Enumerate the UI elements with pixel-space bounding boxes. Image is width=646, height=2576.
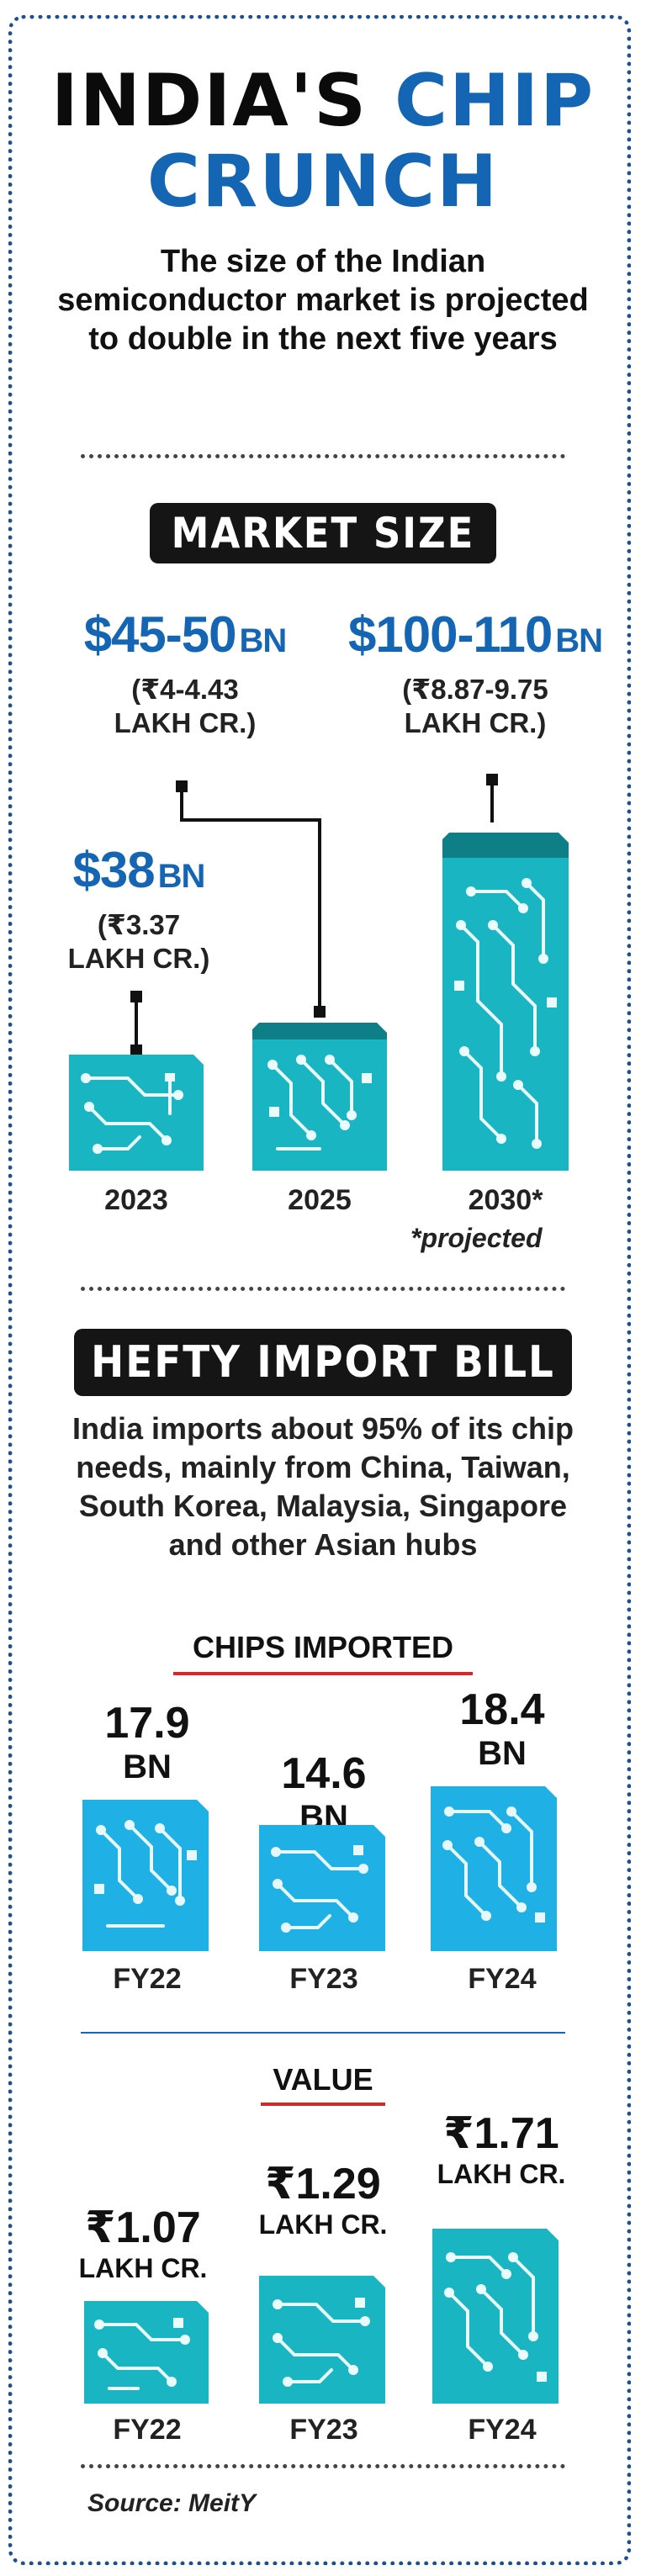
dotted-border-frame bbox=[8, 15, 631, 2565]
connector-node-2025 bbox=[176, 780, 188, 792]
value-unit: LAKH CR. bbox=[78, 2253, 208, 2283]
title-word-chip: CHIP bbox=[394, 59, 596, 143]
import-description: India imports about 95% of its chip need… bbox=[71, 1411, 575, 1562]
value-unit: BN bbox=[555, 622, 603, 659]
rupee-line-1: (₹8.87-9.75 bbox=[402, 674, 548, 705]
value-chip-icon-fy24 bbox=[432, 2229, 559, 2404]
chips-fy23-label: FY23 bbox=[289, 1963, 358, 1995]
subtitle: The size of the Indian semiconductor mar… bbox=[57, 244, 589, 357]
value-fy23: ₹1.29 LAKH CR. bbox=[237, 2160, 409, 2240]
import-bill-heading: HEFTY IMPORT BILL bbox=[74, 1329, 572, 1396]
chips-value-fy24: 18.4 BN bbox=[431, 1685, 574, 1773]
chip-icon-fy23 bbox=[259, 1825, 385, 1951]
value-number: ₹1.71 bbox=[443, 2109, 559, 2158]
title-word-crunch: CRUNCH bbox=[146, 140, 500, 224]
value-unit: BN bbox=[239, 622, 288, 659]
chips-imported-heading: CHIPS IMPORTED bbox=[192, 1630, 454, 1664]
value-fy24-label: FY24 bbox=[468, 2414, 537, 2446]
value-fy22: ₹1.07 LAKH CR. bbox=[59, 2203, 227, 2284]
market-size-heading: MARKET SIZE bbox=[150, 503, 496, 563]
chips-imported-underline bbox=[173, 1672, 473, 1675]
chips-number: 18.4 bbox=[459, 1685, 545, 1734]
section-separator-line bbox=[81, 2032, 565, 2034]
value-fy23-label: FY23 bbox=[289, 2414, 358, 2446]
chips-fy22-label: FY22 bbox=[113, 1963, 182, 1995]
connector-end-2023 bbox=[130, 1045, 142, 1056]
divider-2 bbox=[81, 1287, 565, 1291]
year-2023: 2023 bbox=[104, 1184, 168, 1216]
chips-fy24-label: FY24 bbox=[468, 1963, 537, 1995]
value-chip-icon-fy22 bbox=[84, 2301, 209, 2404]
chip-icon-2023 bbox=[69, 1055, 204, 1171]
value-fy22-label: FY22 bbox=[113, 2414, 182, 2446]
source-credit: Source: MeitY bbox=[87, 2489, 257, 2517]
market-rupee-2030: (₹8.87-9.75 LAKH CR.) bbox=[336, 673, 614, 740]
chips-value-fy22: 17.9 BN bbox=[76, 1699, 219, 1786]
rupee-line-2: LAKH CR.) bbox=[114, 707, 257, 738]
title-line-1: INDIA'S CHIP bbox=[0, 61, 646, 141]
value-unit: LAKH CR. bbox=[258, 2209, 388, 2240]
chip-icon-2030 bbox=[442, 833, 569, 1171]
projected-footnote: *projected bbox=[410, 1223, 543, 1253]
market-rupee-2023: (₹3.37 LAKH CR.) bbox=[42, 908, 236, 976]
title-word-indias: INDIA'S bbox=[50, 59, 368, 143]
chips-number: 17.9 bbox=[104, 1699, 190, 1748]
value-unit: LAKH CR. bbox=[437, 2159, 566, 2189]
year-2030: 2030* bbox=[468, 1184, 543, 1216]
chip-icon-fy24 bbox=[431, 1786, 557, 1951]
divider-3 bbox=[81, 2464, 565, 2468]
chips-number: 14.6 bbox=[281, 1749, 367, 1798]
value-number: $45-50 bbox=[83, 606, 237, 663]
market-value-2030: $100-110 BN bbox=[336, 606, 614, 664]
divider-1 bbox=[81, 454, 565, 458]
market-value-2023: $38 BN bbox=[42, 841, 236, 899]
market-rupee-2025: (₹4-4.43 LAKH CR.) bbox=[59, 673, 311, 740]
connector-line-2025 bbox=[180, 791, 321, 1009]
chips-unit: BN bbox=[123, 1748, 172, 1785]
rupee-line-1: (₹3.37 bbox=[97, 909, 181, 940]
chips-unit: BN bbox=[478, 1735, 527, 1772]
value-number: ₹1.07 bbox=[85, 2203, 201, 2252]
value-number: ₹1.29 bbox=[265, 2160, 381, 2208]
rupee-line-1: (₹4-4.43 bbox=[131, 674, 239, 705]
value-underline bbox=[261, 2103, 385, 2106]
value-fy24: ₹1.71 LAKH CR. bbox=[416, 2109, 587, 2190]
chip-icon-2025 bbox=[252, 1023, 387, 1171]
value-number: $100-110 bbox=[347, 606, 553, 663]
rupee-line-2: LAKH CR.) bbox=[67, 943, 210, 974]
rupee-line-2: LAKH CR.) bbox=[404, 707, 547, 738]
connector-end-2025 bbox=[314, 1006, 326, 1018]
market-connector-lines bbox=[130, 774, 498, 1056]
market-value-2025: $45-50 BN bbox=[59, 606, 311, 664]
value-chip-icon-fy23 bbox=[259, 2276, 385, 2404]
value-unit: BN bbox=[157, 858, 206, 895]
chip-icon-fy22 bbox=[82, 1800, 209, 1951]
year-2025: 2025 bbox=[288, 1184, 352, 1216]
value-heading: VALUE bbox=[273, 2062, 373, 2097]
value-number: $38 bbox=[72, 842, 156, 898]
chips-value-fy23: 14.6 BN bbox=[252, 1749, 395, 1837]
